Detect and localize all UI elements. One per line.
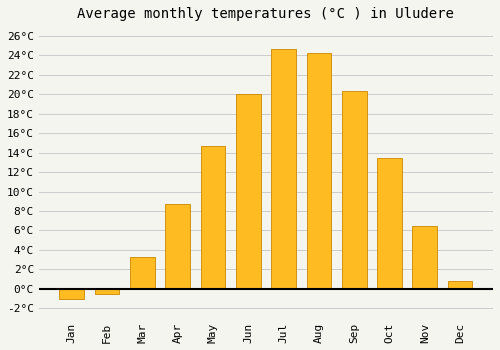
- Bar: [166, 204, 190, 289]
- Bar: [130, 257, 155, 289]
- Title: Average monthly temperatures (°C ) in Uludere: Average monthly temperatures (°C ) in Ul…: [78, 7, 454, 21]
- Bar: [236, 94, 260, 289]
- Bar: [60, 289, 84, 299]
- Bar: [342, 91, 366, 289]
- Bar: [412, 226, 437, 289]
- Bar: [200, 146, 226, 289]
- Bar: [271, 49, 296, 289]
- Bar: [448, 281, 472, 289]
- Bar: [306, 52, 331, 289]
- Bar: [377, 158, 402, 289]
- Bar: [94, 289, 120, 294]
